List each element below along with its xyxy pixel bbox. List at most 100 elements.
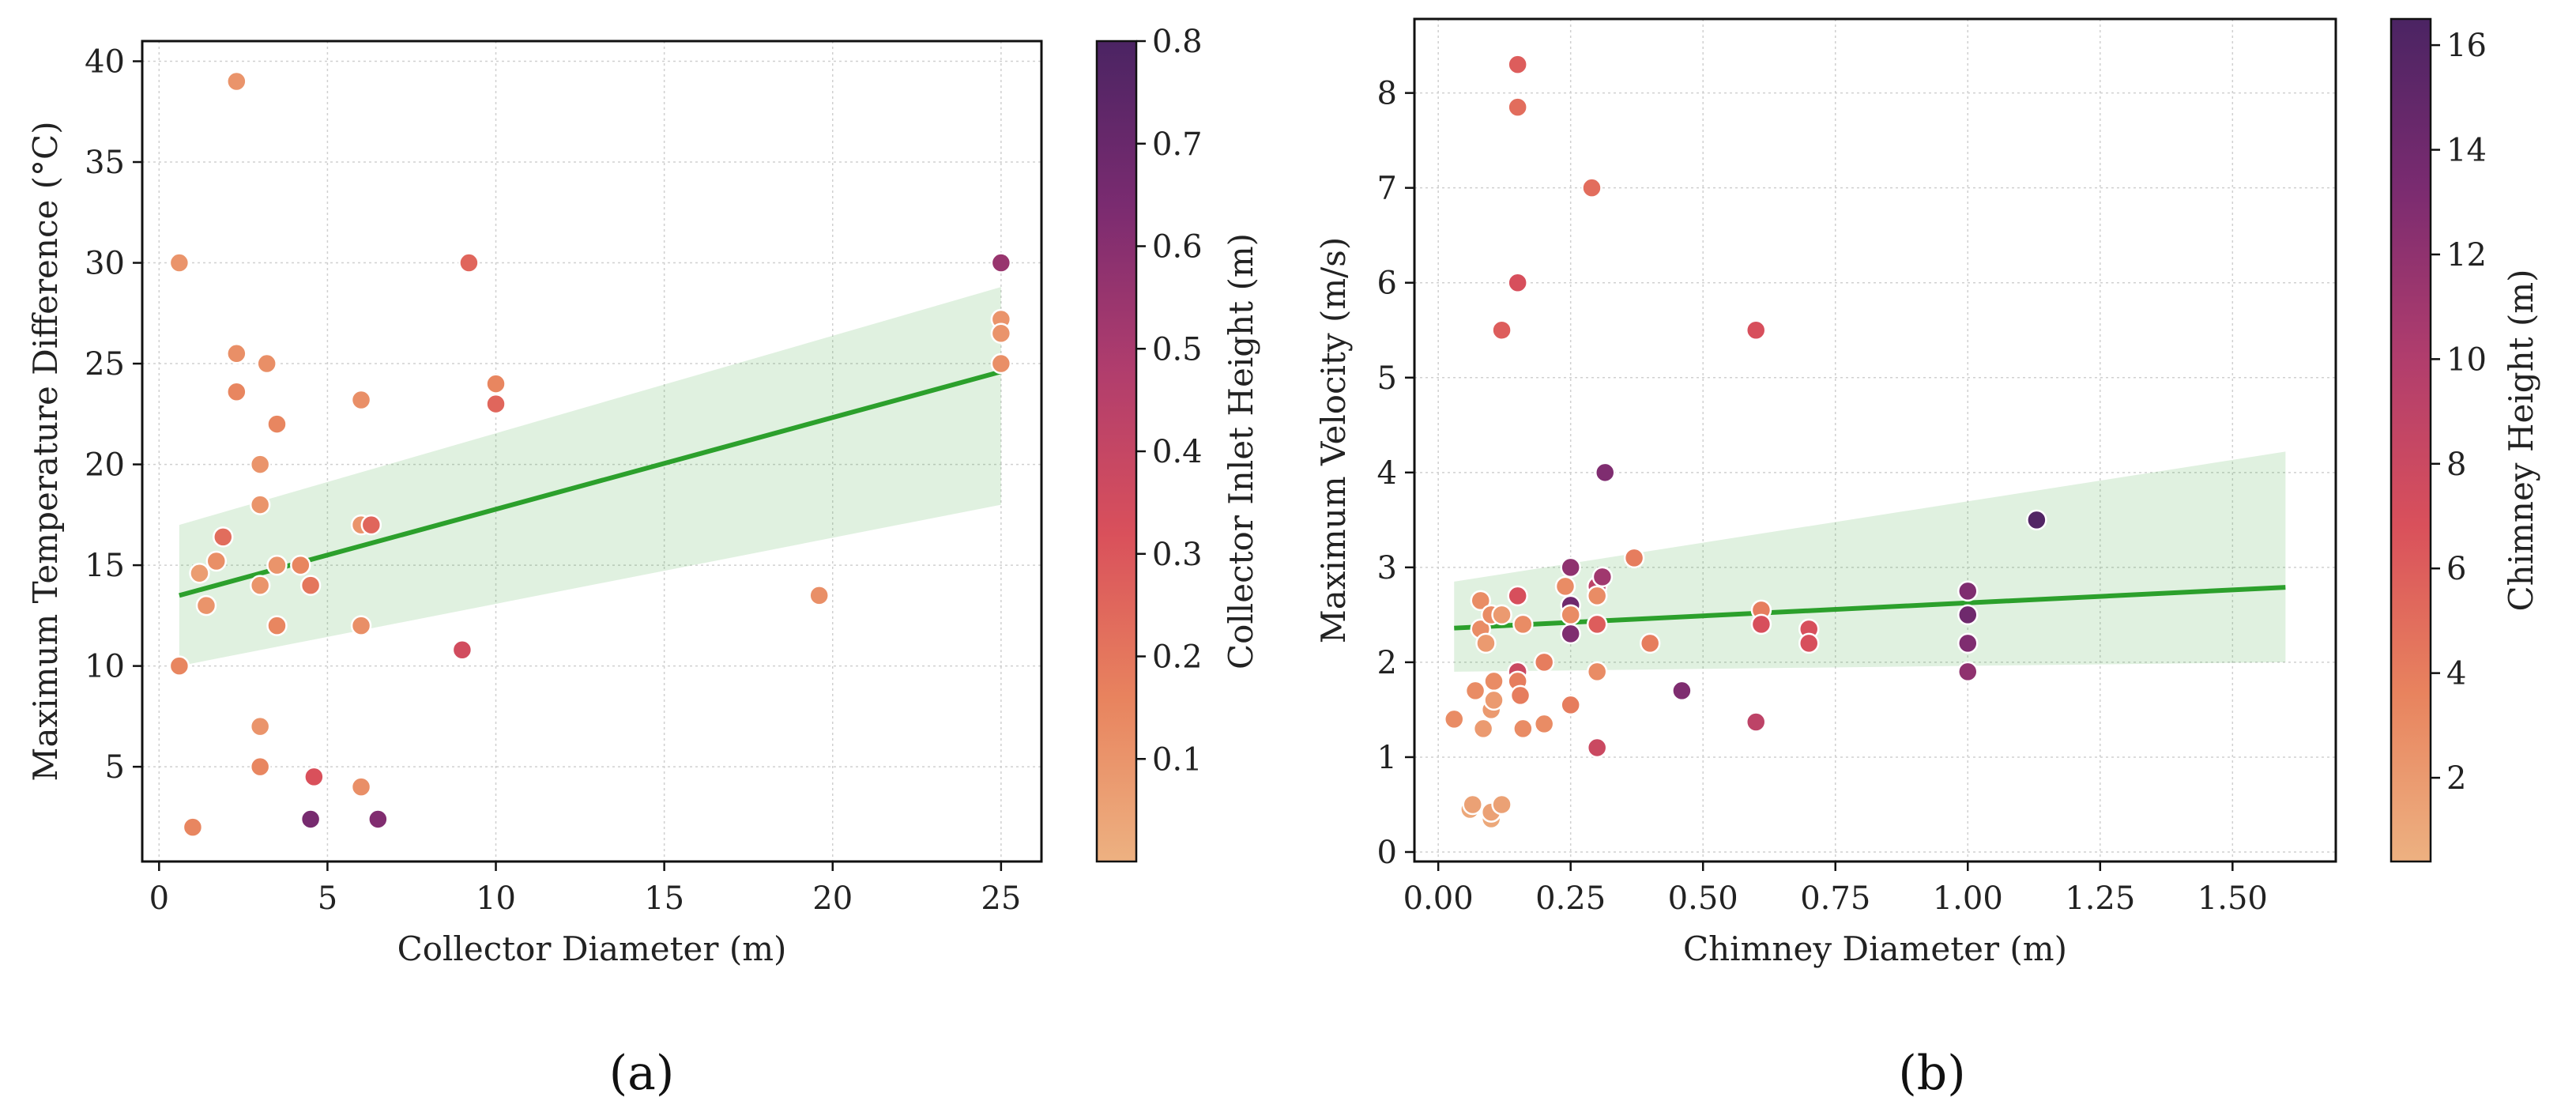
b-panel-label: (b) <box>1898 1046 1965 1101</box>
b-point-0 <box>1444 708 1465 730</box>
a-fit-line <box>179 369 1002 598</box>
b-cb-tick-label-2: 6 <box>2446 551 2466 587</box>
b-colorbar <box>2390 17 2432 863</box>
a-cb-tick-label-7: 0.8 <box>1152 24 1203 60</box>
a-point-7 <box>226 70 247 92</box>
a-point-16 <box>266 413 288 435</box>
a-point-3 <box>189 563 210 584</box>
b-ytick-label-7: 7 <box>1377 171 1397 207</box>
b-point-45 <box>1745 319 1767 341</box>
b-point-43 <box>1639 632 1661 654</box>
b-ytick-label-3: 3 <box>1377 550 1397 586</box>
a-point-25 <box>350 615 372 636</box>
a-x-axis-label: Collector Diameter (m) <box>397 929 787 968</box>
a-panel-label: (a) <box>609 1046 675 1101</box>
a-cb-tick-label-2: 0.3 <box>1152 537 1203 573</box>
b-point-14 <box>1491 604 1512 626</box>
b-point-50 <box>1798 632 1820 654</box>
b-point-34 <box>1581 177 1602 198</box>
a-cb-tick-label-5: 0.6 <box>1152 229 1203 266</box>
a-point-34 <box>990 252 1012 273</box>
b-xtick-label-5: 1.25 <box>2065 880 2135 917</box>
b-point-27 <box>1533 713 1555 735</box>
b-point-28 <box>1554 575 1576 598</box>
b-point-17 <box>1507 54 1528 75</box>
b-point-25 <box>1512 718 1534 740</box>
b-point-20 <box>1507 585 1528 607</box>
a-point-12 <box>249 575 271 596</box>
a-point-4 <box>195 594 217 616</box>
a-ytick-label-5: 30 <box>85 246 125 282</box>
b-point-41 <box>1594 462 1616 484</box>
a-point-6 <box>213 526 234 548</box>
a-colorbar <box>1095 40 1138 863</box>
b-xtick-label-3: 0.75 <box>1800 880 1870 917</box>
a-point-5 <box>205 550 228 572</box>
b-y-axis-label: Maximum Velocity (m/s) <box>1314 237 1353 643</box>
a-point-32 <box>485 393 507 415</box>
b-point-13 <box>1483 689 1505 711</box>
a-ytick-label-6: 35 <box>85 145 125 181</box>
a-point-27 <box>360 514 382 536</box>
a-xtick-label-1: 5 <box>318 880 337 917</box>
a-point-22 <box>299 809 322 830</box>
b-gridlines <box>1414 19 2336 862</box>
b-xtick-label-4: 1.00 <box>1933 880 2003 917</box>
b-plot-frame <box>1413 17 2337 863</box>
b-cb-tick-label-1: 4 <box>2446 656 2466 692</box>
a-point-37 <box>990 353 1012 375</box>
b-point-16 <box>1491 319 1512 341</box>
b-point-36 <box>1586 585 1608 607</box>
b-ytick-label-8: 8 <box>1377 76 1397 112</box>
b-x-axis-label: Chimney Diameter (m) <box>1683 929 2067 968</box>
a-point-17 <box>266 554 288 576</box>
b-point-19 <box>1507 272 1528 293</box>
a-plot-frame <box>141 40 1043 863</box>
a-confidence-band <box>179 287 1001 666</box>
a-point-18 <box>266 615 288 636</box>
b-point-54 <box>1957 661 1979 683</box>
b-cb-tick-label-5: 12 <box>2446 237 2487 273</box>
b-point-4 <box>1470 590 1492 612</box>
b-cb-tick-label-4: 10 <box>2446 341 2487 378</box>
a-point-29 <box>451 639 473 661</box>
b-point-33 <box>1560 694 1581 716</box>
b-point-53 <box>1957 632 1979 654</box>
b-points <box>1444 54 2047 830</box>
b-ytick-label-6: 6 <box>1377 266 1397 302</box>
b-point-42 <box>1623 547 1645 569</box>
a-point-36 <box>990 322 1012 345</box>
b-xtick-label-6: 1.50 <box>2198 880 2268 917</box>
b-xtick-label-2: 0.50 <box>1668 880 1738 917</box>
a-ytick-label-7: 40 <box>85 44 125 81</box>
b-point-39 <box>1586 737 1608 759</box>
b-point-51 <box>1957 580 1979 602</box>
b-point-44 <box>1671 680 1693 702</box>
b-ytick-label-4: 4 <box>1377 455 1397 492</box>
a-colorbar-ticks: 0.1 0.2 0.3 0.4 0.5 0.6 0.7 0.8 <box>1136 24 1203 778</box>
a-cb-tick-label-6: 0.7 <box>1152 126 1203 163</box>
a-x-ticks: 0 5 10 15 20 25 <box>149 862 1021 917</box>
a-colorbar-label: Collector Inlet Height (m) <box>1222 233 1260 669</box>
a-xtick-label-3: 15 <box>644 880 684 917</box>
b-point-37 <box>1586 613 1608 635</box>
b-point-40 <box>1591 566 1614 588</box>
b-point-2 <box>1462 794 1483 816</box>
a-cb-tick-label-1: 0.2 <box>1152 639 1203 676</box>
b-xtick-label-1: 0.25 <box>1535 880 1606 917</box>
b-point-6 <box>1472 718 1494 740</box>
a-point-10 <box>249 454 271 475</box>
a-xtick-label-5: 25 <box>981 880 1021 917</box>
b-cb-tick-label-6: 14 <box>2446 133 2487 169</box>
b-point-3 <box>1464 680 1486 702</box>
a-point-20 <box>299 575 322 596</box>
b-point-32 <box>1560 623 1581 645</box>
b-point-38 <box>1586 661 1608 683</box>
a-point-33 <box>808 585 830 606</box>
b-point-26 <box>1533 651 1555 673</box>
b-point-15 <box>1491 794 1512 816</box>
a-point-13 <box>249 715 271 737</box>
b-colorbar-label: Chimney Height (m) <box>2502 269 2540 611</box>
a-point-28 <box>367 809 389 830</box>
